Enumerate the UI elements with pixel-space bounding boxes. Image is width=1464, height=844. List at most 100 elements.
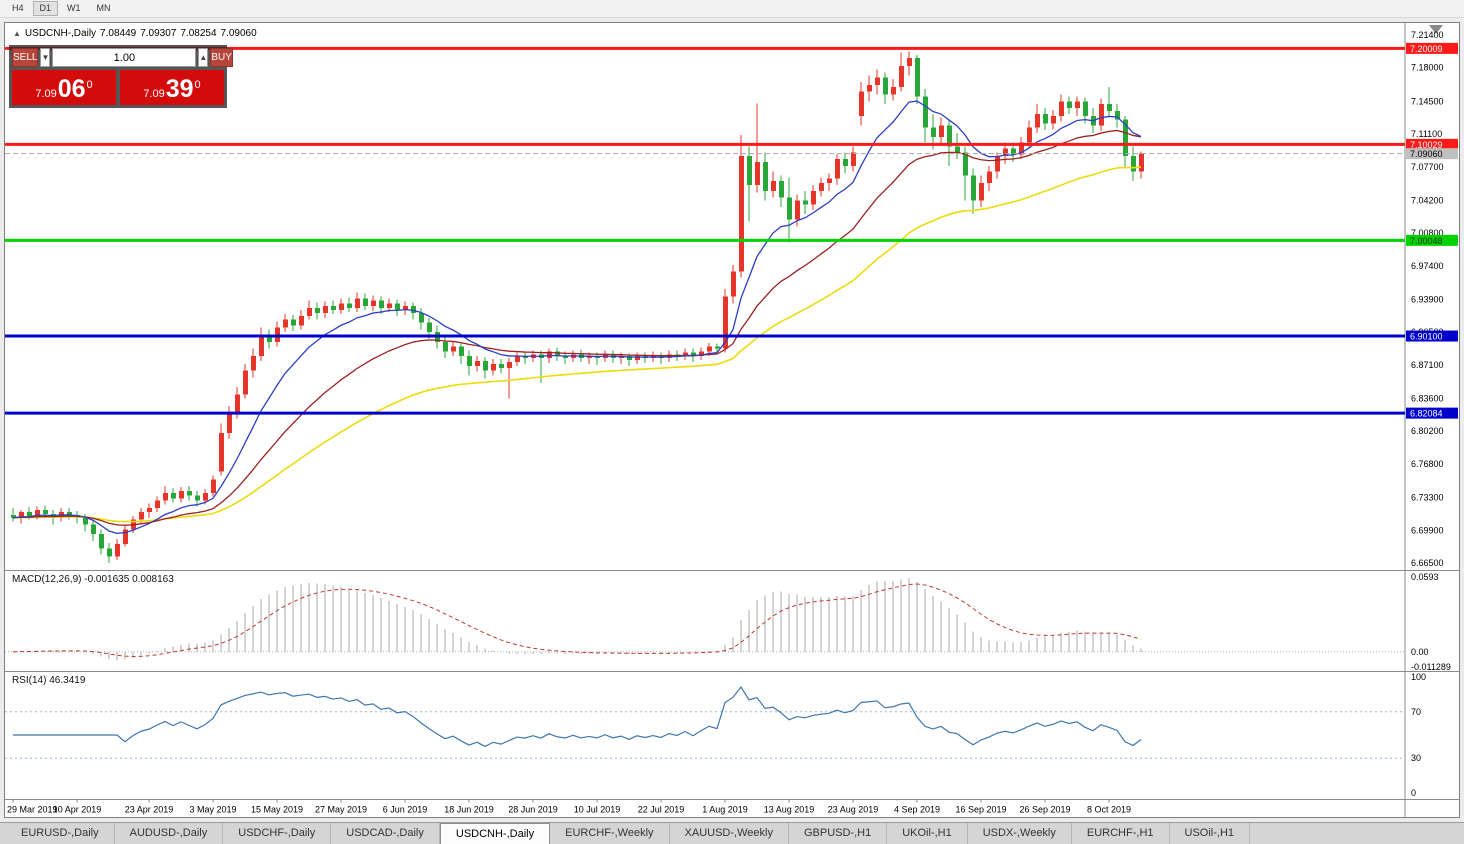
candle: [323, 306, 328, 313]
candle: [139, 512, 144, 520]
hline-badge-6.90100: [1406, 330, 1458, 342]
volume-decrement-button[interactable]: ▼: [40, 48, 51, 67]
tab-gbpusd-h1[interactable]: GBPUSD-,H1: [789, 823, 888, 844]
rsi-panel: 100 70 30 0: [5, 672, 1426, 798]
timeframe-toolbar: H4 D1 W1 MN: [0, 0, 1464, 18]
svg-text:7.11100: 7.11100: [1411, 129, 1442, 139]
sell-price-small: 7.09: [35, 88, 57, 100]
candle: [427, 322, 432, 333]
candle: [99, 534, 104, 549]
tab-usdx-weekly[interactable]: USDX-,Weekly: [968, 823, 1072, 844]
ohlc-open: 7.08449: [100, 28, 137, 39]
svg-text:7.21400: 7.21400: [1411, 30, 1444, 40]
tab-eurchf-weekly[interactable]: EURCHF-,Weekly: [550, 823, 670, 844]
sell-price-display[interactable]: 7.09 06 0: [12, 70, 116, 105]
candle: [947, 125, 952, 147]
buy-price-display[interactable]: 7.09 39 0: [120, 70, 224, 105]
date-label: 1 Aug 2019: [702, 805, 748, 815]
chart-shift-marker[interactable]: [1429, 25, 1443, 34]
candle: [315, 308, 320, 313]
candle: [307, 308, 312, 316]
date-label: 4 Sep 2019: [894, 805, 940, 815]
buy-price-sup: 0: [194, 79, 201, 91]
candle: [243, 370, 248, 395]
svg-text:6.83600: 6.83600: [1411, 394, 1444, 404]
date-label: 26 Sep 2019: [1019, 805, 1070, 815]
volume-input[interactable]: [52, 48, 197, 67]
candle: [955, 146, 960, 153]
tab-ukoil-h1[interactable]: UKOil-,H1: [887, 823, 968, 844]
date-label: 3 May 2019: [189, 805, 236, 815]
svg-text:7.14500: 7.14500: [1411, 96, 1444, 106]
candle: [331, 306, 336, 311]
candle: [363, 298, 368, 307]
candle: [83, 517, 88, 525]
candle: [235, 394, 240, 414]
candle: [763, 161, 768, 191]
svg-text:7.04200: 7.04200: [1411, 195, 1444, 205]
candle: [443, 341, 448, 352]
candle: [1107, 104, 1112, 111]
candle: [1123, 119, 1128, 157]
candle: [379, 300, 384, 309]
hline-badge-7.20009: [1406, 42, 1458, 54]
candle: [387, 303, 392, 309]
tab-usdcad-daily[interactable]: USDCAD-,Daily: [331, 823, 440, 844]
candle: [147, 508, 152, 513]
candle: [931, 127, 936, 137]
candle: [499, 363, 504, 368]
tab-audusd-daily[interactable]: AUDUSD-,Daily: [115, 823, 224, 844]
candle: [267, 336, 272, 342]
timeframe-d1-button[interactable]: D1: [32, 1, 59, 16]
sell-price-big: 06: [57, 75, 86, 103]
tab-usoil-h1[interactable]: USOil-,H1: [1170, 823, 1251, 844]
macd-histogram: [20, 578, 1142, 661]
tab-usdchf-daily[interactable]: USDCHF-,Daily: [223, 823, 332, 844]
candle: [971, 175, 976, 201]
candle: [547, 351, 552, 359]
candle: [771, 181, 776, 191]
candle: [91, 524, 96, 535]
timeframe-mn-button[interactable]: MN: [90, 1, 118, 16]
candle: [1011, 148, 1016, 155]
macd-signal-line: [12, 583, 1142, 657]
buy-button[interactable]: BUY: [210, 48, 233, 67]
tab-eurchf-h1[interactable]: EURCHF-,H1: [1072, 823, 1170, 844]
candle: [299, 315, 304, 326]
candle: [27, 512, 32, 516]
candle: [1035, 113, 1040, 128]
date-label: 22 Jul 2019: [638, 805, 685, 815]
candle: [483, 361, 488, 371]
timeframe-w1-button[interactable]: W1: [60, 1, 88, 16]
tab-eurusd-daily[interactable]: EURUSD-,Daily: [6, 823, 115, 844]
svg-text:6.87100: 6.87100: [1411, 360, 1444, 370]
collapse-arrow-icon[interactable]: ▲: [13, 29, 21, 38]
volume-increment-button[interactable]: ▲: [198, 48, 209, 67]
timeframe-h4-button[interactable]: H4: [5, 1, 31, 16]
candle: [883, 77, 888, 95]
candle: [715, 346, 720, 349]
candle: [1059, 101, 1064, 116]
candle: [219, 433, 224, 472]
candle: [627, 356, 632, 361]
macd-label: MACD(12,26,9) -0.001635 0.008163: [12, 574, 174, 585]
svg-text:7.10029: 7.10029: [1410, 140, 1443, 150]
ma-slow-line: [12, 166, 1142, 523]
candle: [523, 356, 528, 359]
candle: [43, 510, 48, 514]
chart-canvas[interactable]: 7.21400 7.18000 7.14500 7.11100 7.07700 7.042…: [5, 23, 1459, 817]
sell-button[interactable]: SELL: [12, 48, 39, 67]
macd-axis-min: -0.011289: [1411, 662, 1451, 672]
candle: [859, 91, 864, 116]
svg-text:7.00800: 7.00800: [1411, 228, 1444, 238]
candle: [867, 85, 872, 92]
tab-xauusd-weekly[interactable]: XAUUSD-,Weekly: [670, 823, 789, 844]
candle: [203, 492, 208, 501]
ohlc-high: 7.09307: [140, 28, 177, 39]
candle: [1027, 127, 1032, 143]
svg-text:7.00048: 7.00048: [1410, 236, 1443, 246]
candle: [1019, 142, 1024, 155]
candle: [155, 500, 160, 509]
tab-usdcnh-daily[interactable]: USDCNH-,Daily: [439, 823, 551, 844]
